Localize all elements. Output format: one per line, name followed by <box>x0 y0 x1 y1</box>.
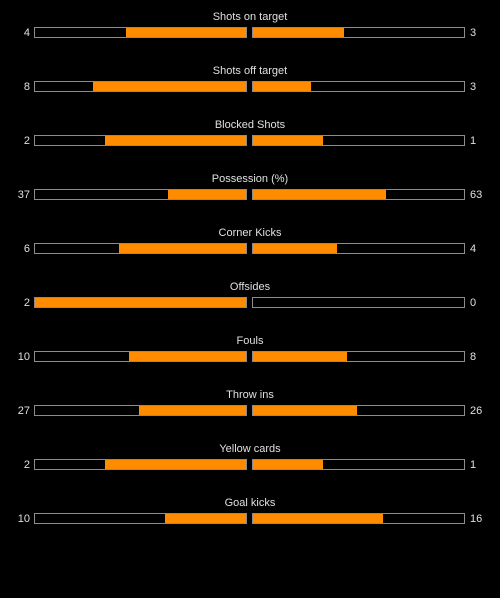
stat-row-goal-kicks: Goal kicks 10 16 <box>0 497 500 551</box>
home-bar <box>34 351 247 362</box>
home-bar <box>34 297 247 308</box>
home-bar <box>34 81 247 92</box>
away-bar-fill <box>253 28 344 37</box>
stat-label: Goal kicks <box>224 497 276 509</box>
away-value: 4 <box>470 243 477 255</box>
home-value: 4 <box>23 27 30 39</box>
away-bar <box>252 243 465 254</box>
stat-row-corner-kicks: Corner Kicks 6 4 <box>0 227 500 281</box>
home-value: 2 <box>23 135 30 147</box>
away-bar <box>252 27 465 38</box>
away-value: 0 <box>470 297 477 309</box>
stat-label: Fouls <box>236 335 264 347</box>
away-bar <box>252 81 465 92</box>
away-bar-fill <box>253 190 386 199</box>
stat-label: Throw ins <box>226 389 274 401</box>
home-value: 37 <box>17 189 30 201</box>
home-value: 10 <box>17 513 30 525</box>
stat-label: Corner Kicks <box>218 227 282 239</box>
away-bar-fill <box>253 244 338 253</box>
home-bar <box>34 405 247 416</box>
away-value: 8 <box>470 351 477 363</box>
home-value: 2 <box>23 297 30 309</box>
away-bar-fill <box>253 136 324 145</box>
away-bar <box>252 351 465 362</box>
away-bar <box>252 189 465 200</box>
home-bar-fill <box>125 28 246 37</box>
stat-label: Offsides <box>229 281 271 293</box>
stat-label: Shots on target <box>212 11 288 23</box>
stat-label: Shots off target <box>212 65 288 77</box>
home-bar <box>34 189 247 200</box>
away-bar-fill <box>253 352 347 361</box>
home-value: 8 <box>23 81 30 93</box>
away-bar-fill <box>253 82 311 91</box>
home-bar <box>34 513 247 524</box>
home-value: 27 <box>17 405 30 417</box>
match-stats-panel: Shots on target 4 3 Shots off target 8 3… <box>0 11 500 551</box>
home-bar-fill <box>105 136 246 145</box>
stat-row-fouls: Fouls 10 8 <box>0 335 500 389</box>
stat-row-yellow-cards: Yellow cards 2 1 <box>0 443 500 497</box>
stat-row-throw-ins: Throw ins 27 26 <box>0 389 500 443</box>
home-bar-fill <box>138 406 246 415</box>
home-bar <box>34 459 247 470</box>
home-value: 2 <box>23 459 30 471</box>
stat-row-shots-on-target: Shots on target 4 3 <box>0 11 500 65</box>
stat-row-possession: Possession (%) 37 63 <box>0 173 500 227</box>
home-bar-fill <box>119 244 246 253</box>
home-bar-fill <box>128 352 246 361</box>
home-value: 10 <box>17 351 30 363</box>
stat-label: Possession (%) <box>211 173 289 185</box>
home-bar <box>34 243 247 254</box>
stat-label: Blocked Shots <box>214 119 286 131</box>
stat-row-blocked-shots: Blocked Shots 2 1 <box>0 119 500 173</box>
away-bar <box>252 459 465 470</box>
away-value: 63 <box>470 189 483 201</box>
home-bar <box>34 27 247 38</box>
away-bar-fill <box>253 406 357 415</box>
away-value: 26 <box>470 405 483 417</box>
home-bar-fill <box>105 460 246 469</box>
away-value: 16 <box>470 513 483 525</box>
home-value: 6 <box>23 243 30 255</box>
away-bar <box>252 135 465 146</box>
away-value: 1 <box>470 135 477 147</box>
stat-row-offsides: Offsides 2 0 <box>0 281 500 335</box>
home-bar-fill <box>164 514 246 523</box>
home-bar-fill <box>92 82 246 91</box>
away-bar-fill <box>253 514 383 523</box>
away-value: 3 <box>470 27 477 39</box>
away-value: 3 <box>470 81 477 93</box>
away-bar <box>252 297 465 308</box>
away-bar <box>252 405 465 416</box>
home-bar <box>34 135 247 146</box>
home-bar-fill <box>35 298 246 307</box>
away-bar <box>252 513 465 524</box>
home-bar-fill <box>167 190 246 199</box>
away-bar-fill <box>253 460 324 469</box>
stat-row-shots-off-target: Shots off target 8 3 <box>0 65 500 119</box>
stat-label: Yellow cards <box>219 443 281 455</box>
away-value: 1 <box>470 459 477 471</box>
